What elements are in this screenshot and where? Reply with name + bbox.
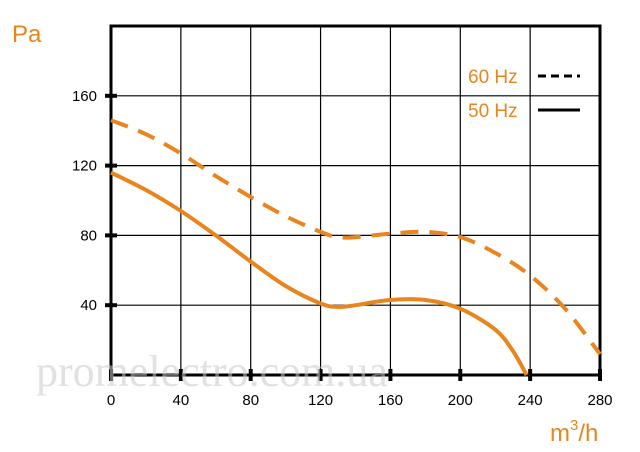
- x-axis-label-base: m: [550, 420, 570, 447]
- y-tick-label: 80: [80, 227, 97, 244]
- x-tick-label: 240: [518, 392, 543, 409]
- x-tick-label: 40: [173, 392, 190, 409]
- watermark: promelectro.com.ua: [36, 347, 388, 396]
- x-axis-label-exponent: 3: [570, 417, 578, 434]
- x-tick-label: 0: [107, 392, 115, 409]
- y-tick-label: 40: [80, 297, 97, 314]
- x-tick-label: 200: [448, 392, 473, 409]
- x-tick-label: 80: [242, 392, 259, 409]
- grid-lines: [111, 26, 600, 375]
- x-tick-label: 280: [587, 392, 612, 409]
- series-lines: [110, 118, 602, 376]
- y-tick-label: 120: [72, 158, 97, 175]
- legend-label-50hz: 50 Hz: [468, 101, 518, 122]
- y-axis-label: Pa: [12, 21, 42, 48]
- x-axis-label-rest: /h: [578, 420, 598, 447]
- x-axis-label: m3/h: [550, 417, 598, 447]
- series-line-50hz: [110, 170, 529, 376]
- legend: 60 Hz 50 Hz: [468, 67, 580, 122]
- x-tick-label: 120: [308, 392, 333, 409]
- x-tick-label: 160: [378, 392, 403, 409]
- y-tick-label: 160: [72, 88, 97, 105]
- series-line-60hz: [110, 118, 602, 356]
- legend-label-60hz: 60 Hz: [468, 67, 518, 88]
- axis-ticks: 0 40 80 120 160 200 240 280 40 80 120 160: [72, 88, 613, 409]
- plot-frame: [109, 24, 602, 377]
